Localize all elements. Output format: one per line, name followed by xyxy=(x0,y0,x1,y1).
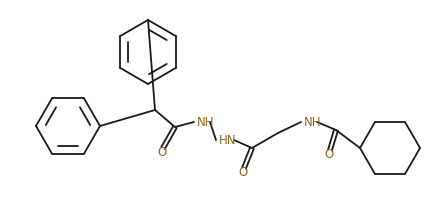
Text: NH: NH xyxy=(197,115,215,129)
Text: O: O xyxy=(325,148,333,161)
Text: NH: NH xyxy=(304,115,321,129)
Text: O: O xyxy=(238,166,248,178)
Text: O: O xyxy=(157,145,167,159)
Text: HN: HN xyxy=(219,134,236,147)
